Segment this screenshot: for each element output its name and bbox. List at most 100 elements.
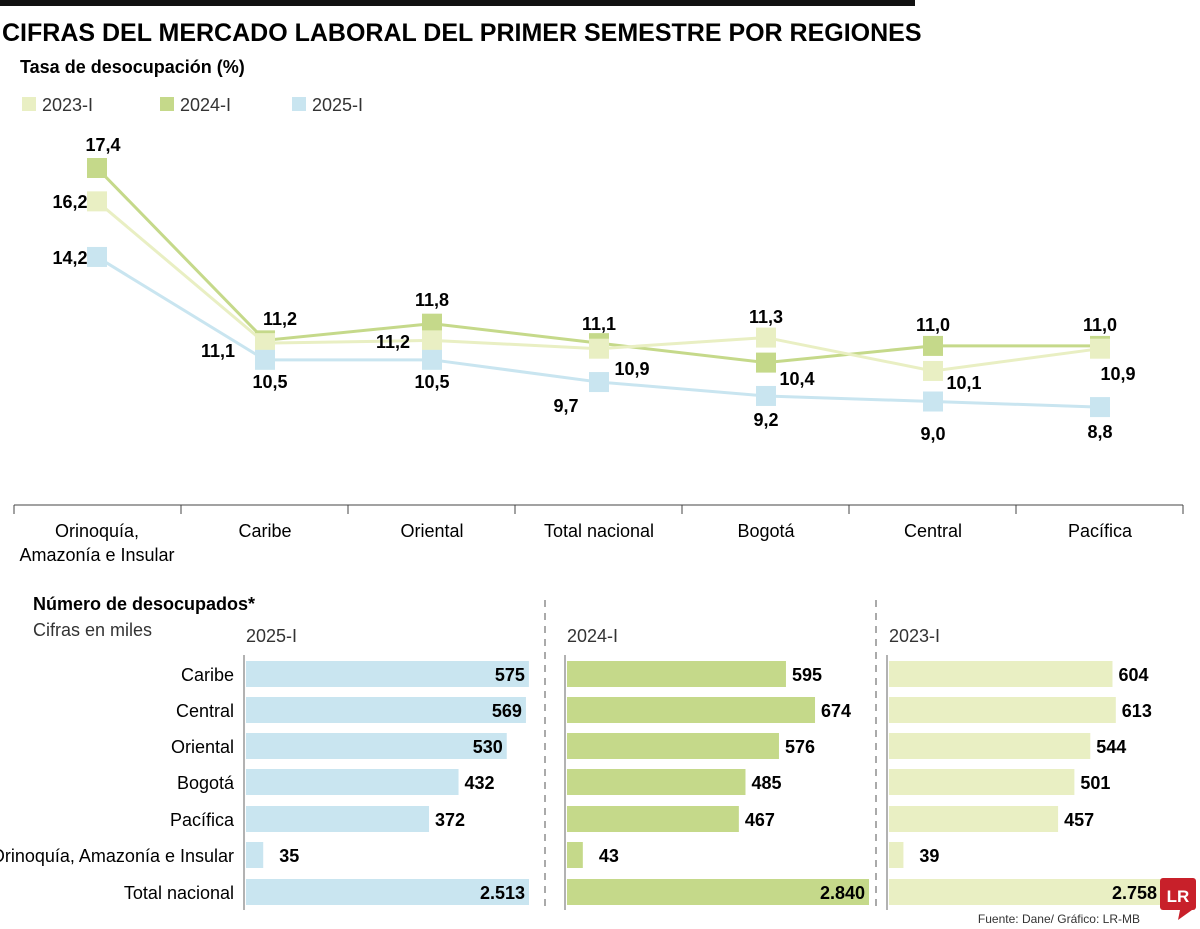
legend-label-2025-I: 2025-I [312, 95, 363, 115]
bar-2023-I [889, 733, 1091, 759]
data-point-2023-I [923, 360, 943, 381]
x-tick-label: Caribe [238, 521, 291, 541]
bar-chart-subtitle: Cifras en miles [33, 620, 152, 640]
bar-2025-I [246, 842, 264, 868]
x-tick-label: Pacífica [1068, 521, 1133, 541]
x-tick-label: Total nacional [544, 521, 654, 541]
bar-value-label-2025-I: 575 [495, 665, 525, 685]
bar-value-label-2023-I: 2.758 [1112, 883, 1157, 903]
bar-2025-I [246, 697, 526, 723]
data-point-2023-I [589, 338, 609, 359]
data-point-2023-I [87, 191, 107, 212]
bar-2025-I [246, 879, 529, 905]
data-label-2023-I: 10,9 [1100, 364, 1135, 384]
bar-category-label: Orinoquía, Amazonía e Insular [0, 846, 234, 866]
data-label-2025-I: 10,5 [252, 372, 287, 392]
x-tick-label: Central [904, 521, 962, 541]
data-point-2024-I [422, 313, 442, 334]
bar-category-label: Total nacional [124, 883, 234, 903]
data-point-2023-I [422, 330, 442, 351]
bar-category-label: Bogotá [177, 773, 235, 793]
bar-value-label-2024-I: 576 [785, 737, 815, 757]
bar-2024-I [567, 697, 816, 723]
bar-value-label-2024-I: 467 [745, 810, 775, 830]
line-chart-title: Tasa de desocupación (%) [20, 57, 245, 77]
data-point-2025-I [589, 372, 609, 393]
bar-value-label-2023-I: 457 [1064, 810, 1094, 830]
bar-2025-I [246, 769, 459, 795]
bar-2024-I [567, 733, 779, 759]
legend: 2023-I 2024-I 2025-I [22, 95, 363, 115]
bar-value-label-2025-I: 2.513 [480, 883, 525, 903]
bar-2024-I [567, 769, 746, 795]
data-label-2023-I: 11,3 [749, 307, 783, 327]
data-label-2023-I: 10,1 [946, 373, 981, 393]
data-label-2023-I: 16,2 [52, 192, 87, 212]
source-note: Fuente: Dane/ Gráfico: LR-MB [978, 912, 1140, 926]
bar-2024-I [567, 806, 739, 832]
data-label-2023-I: 10,9 [614, 359, 649, 379]
bar-2025-I [246, 806, 430, 832]
bar-2024-I [567, 879, 869, 905]
top-rule [0, 0, 915, 6]
bar-value-label-2025-I: 35 [279, 846, 299, 866]
legend-swatch-2024-I [160, 97, 174, 111]
data-point-2023-I [1090, 338, 1110, 359]
bar-2023-I [889, 769, 1075, 795]
bar-2024-I [567, 842, 583, 868]
bar-chart-title: Número de desocupados* [33, 594, 255, 614]
bar-value-label-2023-I: 544 [1096, 737, 1126, 757]
data-point-2025-I [422, 349, 442, 370]
data-label-2024-I: 17,4 [85, 135, 120, 155]
panel-header-2025-I: 2025-I [246, 626, 297, 646]
data-point-2023-I [255, 333, 275, 354]
data-point-2025-I [756, 385, 776, 406]
bar-2025-I [246, 733, 507, 759]
data-label-2024-I: 10,4 [779, 369, 814, 389]
bar-value-label-2024-I: 485 [751, 773, 781, 793]
bar-2023-I [889, 879, 1161, 905]
panel-header-2024-I: 2024-I [567, 626, 618, 646]
bar-value-label-2023-I: 39 [919, 846, 939, 866]
legend-label-2024-I: 2024-I [180, 95, 231, 115]
bar-value-label-2024-I: 43 [599, 846, 619, 866]
data-label-2025-I: 9,2 [753, 410, 778, 430]
panel-header-2023-I: 2023-I [889, 626, 940, 646]
bar-2023-I [889, 661, 1113, 687]
bar-value-label-2025-I: 530 [473, 737, 503, 757]
bar-value-label-2025-I: 432 [465, 773, 495, 793]
data-point-2025-I [923, 391, 943, 412]
bar-chart: Caribe Central Oriental Bogotá Pacífica Orino… [0, 600, 1161, 912]
data-point-2023-I [756, 327, 776, 348]
bar-value-label-2025-I: 569 [492, 701, 522, 721]
data-label-2023-I: 11,1 [201, 341, 235, 361]
lr-logo: LR [1160, 878, 1196, 920]
data-label-2024-I: 11,2 [263, 309, 297, 329]
data-label-2024-I: 11,8 [415, 290, 449, 310]
bar-category-label: Pacífica [170, 810, 235, 830]
data-label-2024-I: 11,0 [916, 315, 950, 335]
bar-value-label-2024-I: 2.840 [820, 883, 865, 903]
bar-2023-I [889, 842, 904, 868]
bar-2023-I [889, 697, 1116, 723]
data-point-2024-I [87, 158, 107, 178]
legend-label-2023-I: 2023-I [42, 95, 93, 115]
bar-value-label-2025-I: 372 [435, 810, 465, 830]
data-label-2023-I: 11,2 [376, 332, 410, 352]
page-title: CIFRAS DEL MERCADO LABORAL DEL PRIMER SE… [2, 19, 922, 47]
data-label-2025-I: 10,5 [414, 372, 449, 392]
bar-2025-I [246, 661, 529, 687]
lr-logo-text: LR [1167, 887, 1190, 906]
x-tick-label: Oriental [400, 521, 463, 541]
data-label-2024-I: 11,1 [582, 314, 616, 334]
bar-category-label: Oriental [171, 737, 234, 757]
bar-value-label-2023-I: 613 [1122, 701, 1152, 721]
x-tick-label: Bogotá [737, 521, 795, 541]
bar-value-label-2023-I: 501 [1080, 773, 1110, 793]
line-chart: Orinoquía, Amazonía e Insular Caribe Orient… [13, 135, 1184, 565]
legend-swatch-2025-I [292, 97, 306, 111]
data-label-2025-I: 9,0 [920, 424, 945, 444]
bar-2024-I [567, 661, 786, 687]
data-point-2025-I [87, 246, 107, 267]
bar-2023-I [889, 806, 1059, 832]
